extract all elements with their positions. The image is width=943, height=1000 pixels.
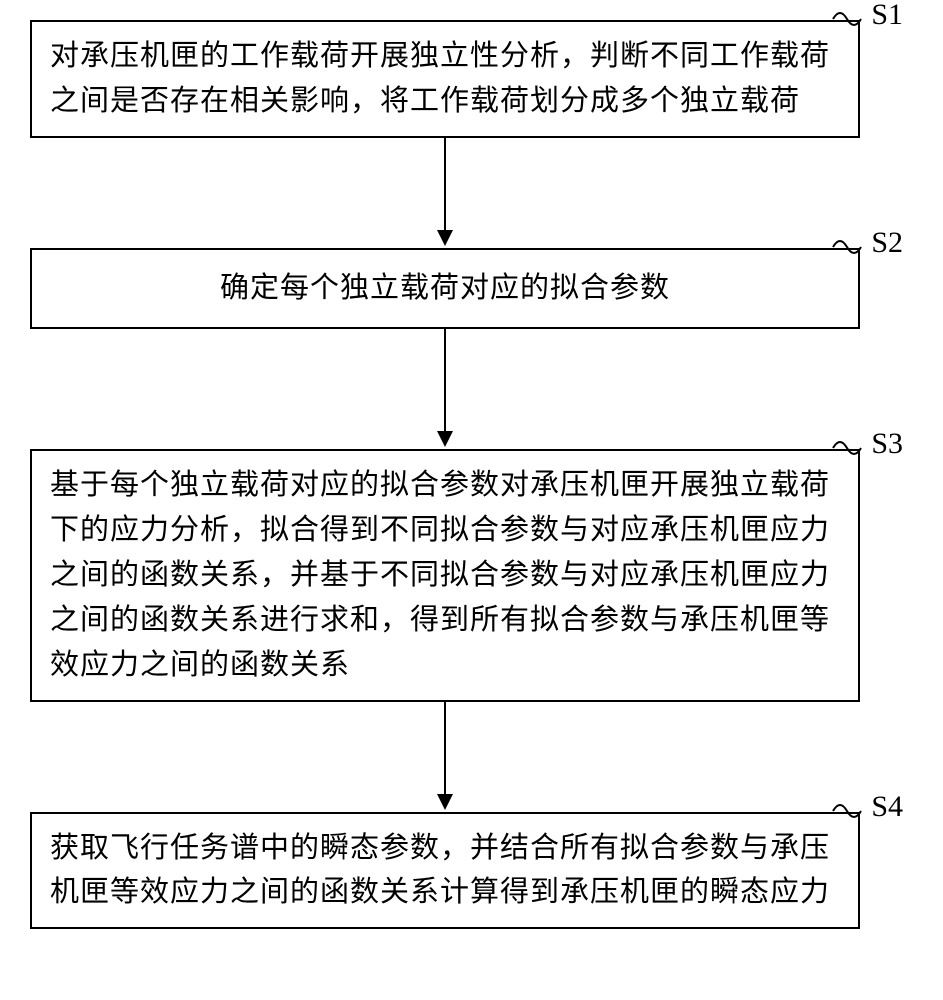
- step-label: S1: [871, 0, 903, 32]
- arrow-down-icon: [425, 329, 465, 449]
- step-label-wrap: S2: [831, 226, 903, 260]
- flow-step-s1: S1 对承压机匣的工作载荷开展独立性分析，判断不同工作载荷之间是否存在相关影响，…: [30, 20, 860, 138]
- flow-arrow: [30, 329, 860, 449]
- step-label-wrap: S1: [831, 0, 903, 32]
- flowchart-container: S1 对承压机匣的工作载荷开展独立性分析，判断不同工作载荷之间是否存在相关影响，…: [30, 20, 910, 929]
- squiggle-icon: [831, 229, 869, 257]
- squiggle-icon: [831, 1, 869, 29]
- step-label-wrap: S4: [831, 790, 903, 824]
- step-text: 基于每个独立载荷对应的拟合参数对承压机匣开展独立载荷下的应力分析，拟合得到不同拟…: [50, 463, 840, 688]
- flow-step-s4: S4 获取飞行任务谱中的瞬态参数，并结合所有拟合参数与承压机匣等效应力之间的函数…: [30, 812, 860, 930]
- step-text: 确定每个独立载荷对应的拟合参数: [50, 266, 840, 311]
- arrow-down-icon: [425, 702, 465, 812]
- step-text: 获取飞行任务谱中的瞬态参数，并结合所有拟合参数与承压机匣等效应力之间的函数关系计…: [50, 826, 840, 916]
- flow-step-s2: S2 确定每个独立载荷对应的拟合参数: [30, 248, 860, 329]
- flow-arrow: [30, 138, 860, 248]
- step-text: 对承压机匣的工作载荷开展独立性分析，判断不同工作载荷之间是否存在相关影响，将工作…: [50, 34, 840, 124]
- flow-step-s3: S3 基于每个独立载荷对应的拟合参数对承压机匣开展独立载荷下的应力分析，拟合得到…: [30, 449, 860, 702]
- squiggle-icon: [831, 793, 869, 821]
- squiggle-icon: [831, 430, 869, 458]
- flow-arrow: [30, 702, 860, 812]
- step-label-wrap: S3: [831, 427, 903, 461]
- step-label: S4: [871, 790, 903, 824]
- step-label: S3: [871, 427, 903, 461]
- step-label: S2: [871, 226, 903, 260]
- arrow-down-icon: [425, 138, 465, 248]
